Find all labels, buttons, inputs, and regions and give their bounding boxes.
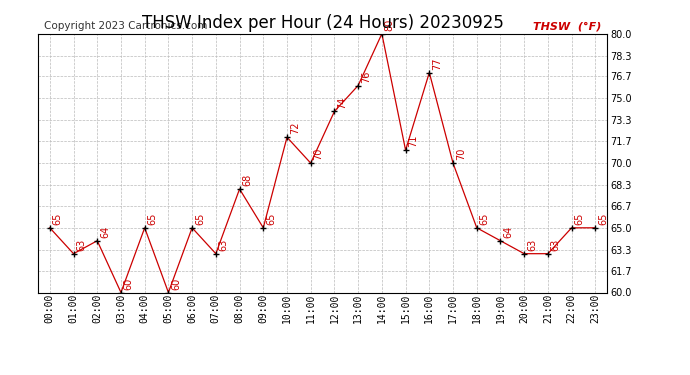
Text: 65: 65 (148, 213, 157, 225)
Text: 65: 65 (480, 213, 489, 225)
Text: 65: 65 (598, 213, 608, 225)
Text: 63: 63 (77, 238, 86, 251)
Text: 63: 63 (219, 238, 228, 251)
Text: 63: 63 (551, 238, 561, 251)
Text: 74: 74 (337, 96, 347, 109)
Text: 72: 72 (290, 122, 299, 135)
Text: 70: 70 (313, 148, 324, 160)
Text: 80: 80 (384, 19, 395, 31)
Title: THSW Index per Hour (24 Hours) 20230925: THSW Index per Hour (24 Hours) 20230925 (141, 14, 504, 32)
Text: THSW  (°F): THSW (°F) (533, 21, 602, 31)
Text: 60: 60 (124, 278, 134, 290)
Text: 76: 76 (361, 70, 371, 83)
Text: Copyright 2023 Cartronics.com: Copyright 2023 Cartronics.com (43, 21, 207, 31)
Text: 68: 68 (242, 174, 253, 186)
Text: 65: 65 (574, 213, 584, 225)
Text: 64: 64 (503, 226, 513, 238)
Text: 65: 65 (266, 213, 276, 225)
Text: 71: 71 (408, 135, 418, 147)
Text: 65: 65 (195, 213, 205, 225)
Text: 65: 65 (52, 213, 63, 225)
Text: 63: 63 (527, 238, 537, 251)
Text: 60: 60 (171, 278, 181, 290)
Text: 70: 70 (456, 148, 466, 160)
Text: 64: 64 (100, 226, 110, 238)
Text: 77: 77 (432, 57, 442, 70)
